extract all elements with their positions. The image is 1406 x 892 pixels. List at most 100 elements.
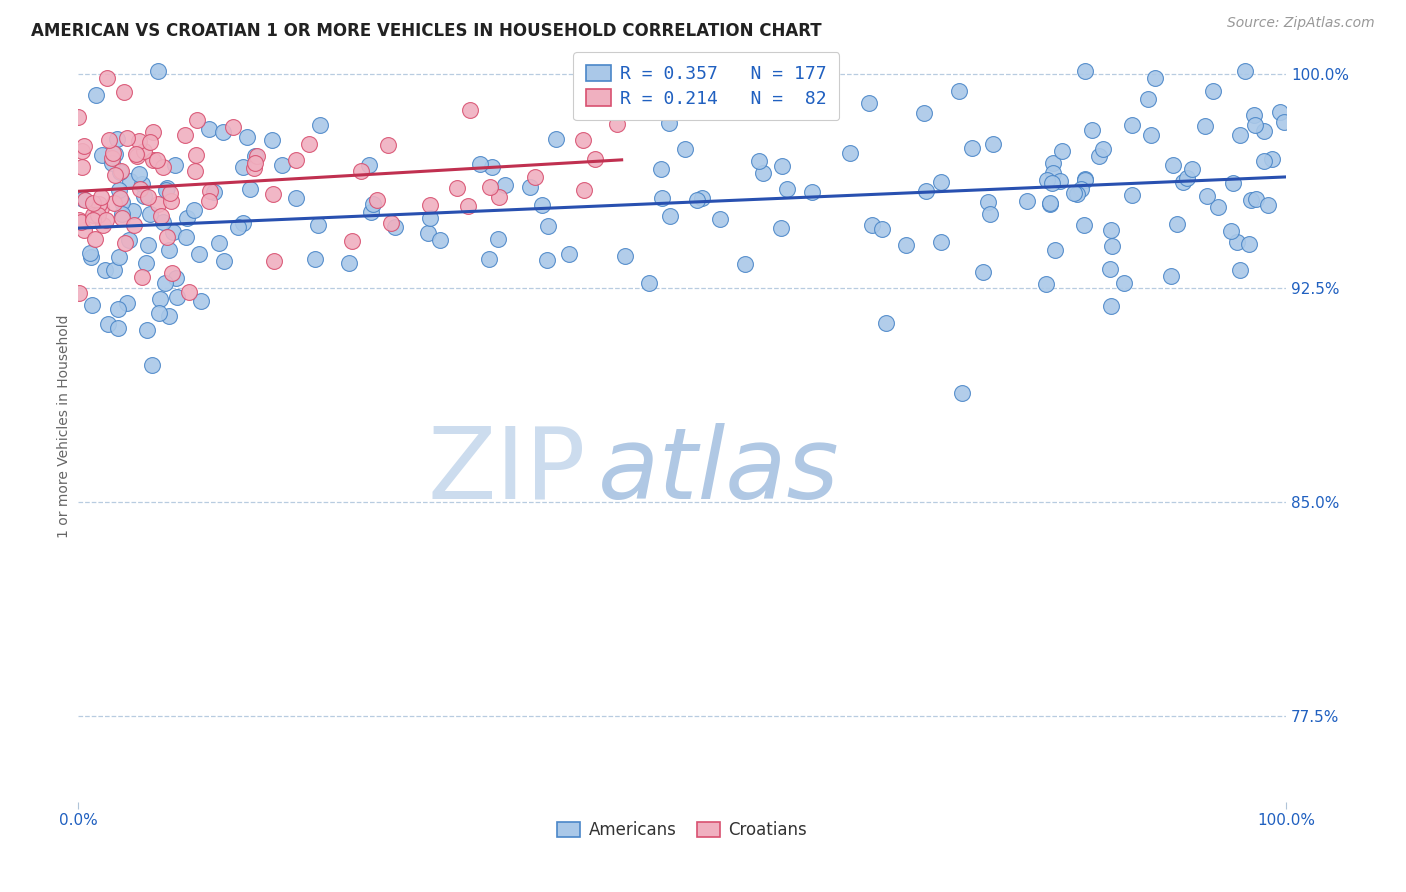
Point [770,159,793,173]
Point [1069,182,1091,196]
Point [488,190,510,204]
Point [188,247,211,261]
Point [690,191,713,205]
Point [129,182,152,196]
Point [246,149,269,163]
Point [360,204,382,219]
Point [361,196,384,211]
Point [1015,194,1038,208]
Point [659,210,682,224]
Point [801,185,824,199]
Point [155,183,177,197]
Point [183,202,205,217]
Point [83,231,105,245]
Point [429,233,451,247]
Point [1253,153,1275,168]
Point [111,211,134,226]
Point [222,120,245,134]
Point [377,138,399,153]
Point [148,306,170,320]
Point [1194,119,1216,133]
Point [103,263,125,277]
Point [226,220,249,235]
Point [159,186,181,200]
Point [160,194,183,208]
Point [875,316,897,330]
Point [340,234,363,248]
Point [176,211,198,226]
Point [94,262,117,277]
Point [1160,268,1182,283]
Point [156,180,179,194]
Point [104,147,127,161]
Point [1039,196,1062,211]
Point [1036,173,1059,187]
Point [67,212,90,227]
Point [128,134,150,148]
Point [651,191,673,205]
Point [537,219,560,234]
Point [416,226,439,240]
Point [145,153,167,168]
Point [149,210,172,224]
Point [1099,223,1122,237]
Point [108,191,131,205]
Point [860,218,883,232]
Point [1114,276,1136,290]
Point [1234,63,1257,78]
Point [232,216,254,230]
Point [1257,197,1279,211]
Point [243,161,266,175]
Point [166,290,188,304]
Point [350,163,373,178]
Text: Source: ZipAtlas.com: Source: ZipAtlas.com [1227,16,1375,30]
Point [163,158,186,172]
Point [523,169,546,184]
Point [260,133,283,147]
Point [1166,217,1188,231]
Point [478,252,501,267]
Point [115,296,138,310]
Point [1121,118,1143,132]
Point [236,129,259,144]
Point [141,359,163,373]
Point [572,133,595,147]
Point [1101,239,1123,253]
Point [638,276,661,290]
Point [1140,128,1163,142]
Point [245,156,267,170]
Point [585,152,607,166]
Point [125,149,148,163]
Point [494,178,516,193]
Point [776,182,799,196]
Point [558,247,581,261]
Point [519,180,541,194]
Point [104,168,127,182]
Point [174,128,197,142]
Point [686,194,709,208]
Point [950,385,973,400]
Point [419,198,441,212]
Point [200,184,222,198]
Point [107,320,129,334]
Point [912,106,935,120]
Point [572,183,595,197]
Point [98,133,121,147]
Point [108,165,131,179]
Point [979,207,1001,221]
Point [419,211,441,226]
Point [131,177,153,191]
Point [1244,118,1267,132]
Point [67,110,90,124]
Point [1195,189,1218,203]
Point [97,317,120,331]
Point [304,252,326,266]
Point [446,181,468,195]
Point [174,229,197,244]
Point [82,213,104,227]
Point [1181,162,1204,177]
Text: AMERICAN VS CROATIAN 1 OR MORE VEHICLES IN HOUSEHOLD CORRELATION CHART: AMERICAN VS CROATIAN 1 OR MORE VEHICLES … [31,22,821,40]
Point [103,195,125,210]
Point [105,132,128,146]
Point [111,207,134,221]
